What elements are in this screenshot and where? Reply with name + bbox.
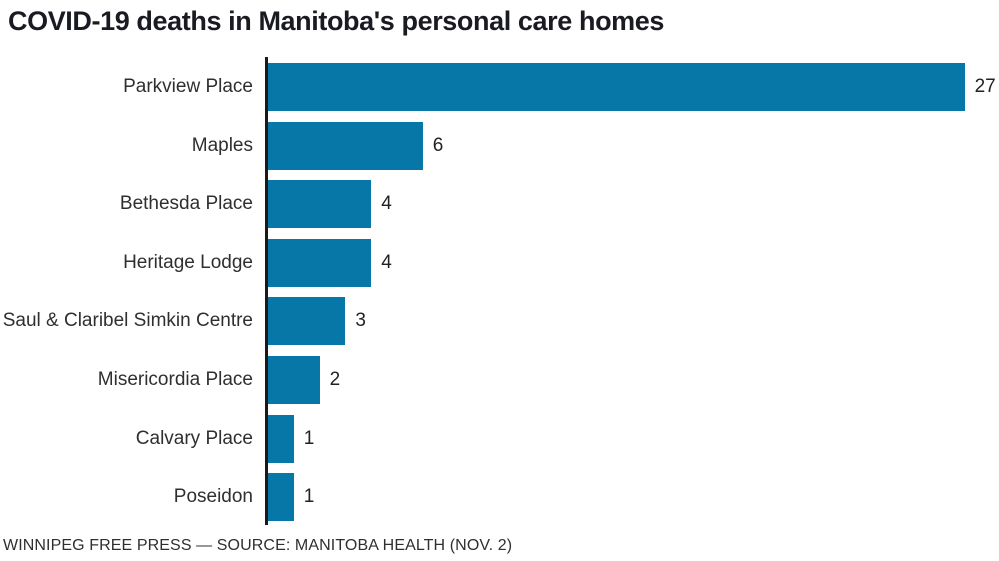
bar-chart: Parkview Place 27 Maples 6 Bethesda Plac… xyxy=(0,57,999,526)
category-label: Calvary Place xyxy=(135,427,253,449)
value-label: 2 xyxy=(329,368,341,390)
value-label: 4 xyxy=(381,193,392,215)
bar-row: Calvary Place 1 xyxy=(0,414,999,463)
bar-row: Misericordia Place 2 xyxy=(0,355,999,404)
category-label: Poseidon xyxy=(173,486,253,508)
bar xyxy=(268,414,294,463)
value-label: 1 xyxy=(303,427,315,449)
bar xyxy=(268,180,372,229)
bar xyxy=(268,63,965,111)
bar xyxy=(268,121,423,170)
bar-row: Maples 6 xyxy=(0,121,999,170)
y-axis-line xyxy=(265,57,268,525)
source-attribution: WINNIPEG FREE PRESS — SOURCE: MANITOBA H… xyxy=(3,537,513,554)
value-label: 3 xyxy=(355,310,366,332)
chart-title: COVID-19 deaths in Manitoba's personal c… xyxy=(8,6,665,36)
category-label: Maples xyxy=(191,134,253,156)
category-label: Misericordia Place xyxy=(97,368,253,390)
value-label: 1 xyxy=(303,486,315,508)
bar xyxy=(268,297,346,346)
bar xyxy=(268,473,294,522)
bar xyxy=(268,355,320,404)
bar xyxy=(268,238,372,287)
category-label: Parkview Place xyxy=(123,76,253,97)
bar-row: Poseidon 1 xyxy=(0,473,999,522)
bar-rows: Parkview Place 27 Maples 6 Bethesda Plac… xyxy=(0,57,999,522)
category-label: Heritage Lodge xyxy=(123,251,253,273)
category-label: Saul & Claribel Simkin Centre xyxy=(2,310,253,332)
bar-row: Saul & Claribel Simkin Centre 3 xyxy=(0,297,999,346)
bar-row: Heritage Lodge 4 xyxy=(0,238,999,287)
value-label: 6 xyxy=(432,134,444,156)
value-label: 27 xyxy=(974,76,996,97)
bar-row: Bethesda Place 4 xyxy=(0,180,999,229)
value-label: 4 xyxy=(381,251,392,273)
bar-row: Parkview Place 27 xyxy=(0,63,999,111)
category-label: Bethesda Place xyxy=(119,193,253,215)
